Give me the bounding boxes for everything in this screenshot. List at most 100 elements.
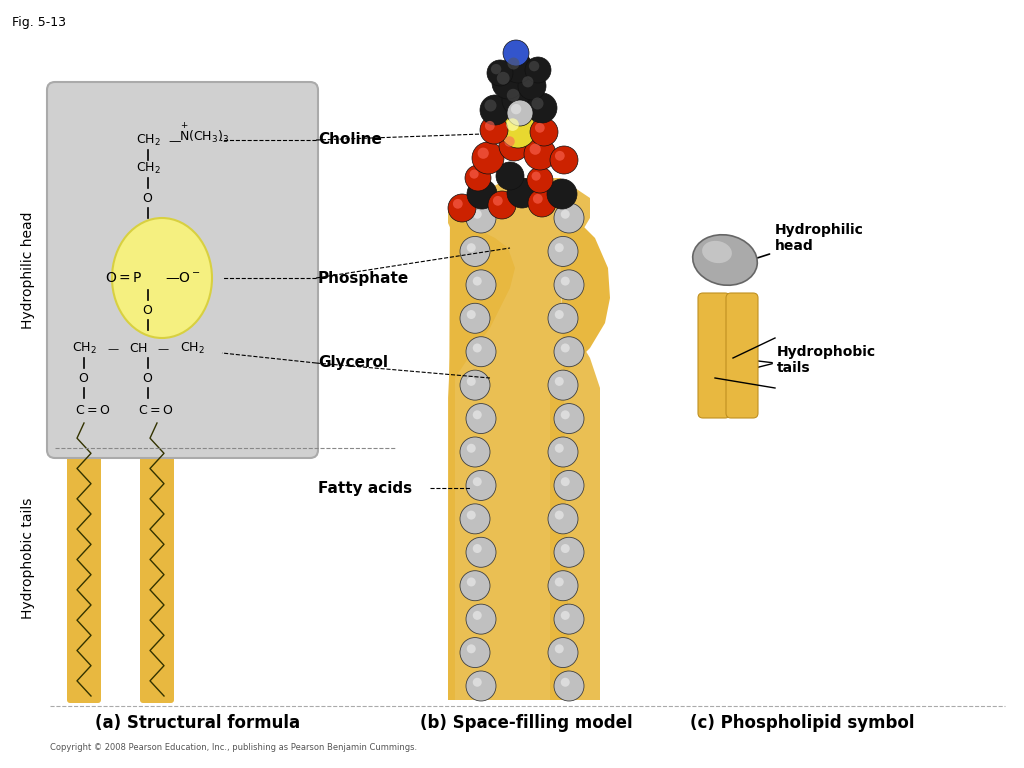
Text: (b) Space-filling model: (b) Space-filling model (420, 714, 633, 732)
Circle shape (467, 243, 476, 252)
Circle shape (561, 343, 569, 353)
Circle shape (480, 95, 510, 125)
Circle shape (555, 377, 564, 386)
Circle shape (508, 58, 519, 69)
Polygon shape (550, 213, 610, 700)
Circle shape (555, 511, 571, 527)
Circle shape (499, 131, 529, 161)
Circle shape (473, 611, 481, 620)
Text: $\mathsf{\overset{+}{N}(CH_3)_3}$: $\mathsf{\overset{+}{N}(CH_3)_3}$ (179, 121, 229, 145)
Text: (c) Phospholipid symbol: (c) Phospholipid symbol (690, 714, 914, 732)
Circle shape (507, 178, 537, 208)
Circle shape (561, 276, 578, 293)
Circle shape (460, 637, 490, 667)
Text: $\mathsf{CH}$: $\mathsf{CH}$ (129, 342, 147, 355)
Circle shape (460, 571, 490, 601)
Circle shape (561, 276, 569, 286)
Circle shape (507, 89, 519, 101)
Circle shape (473, 210, 481, 219)
Ellipse shape (692, 235, 758, 285)
Text: $—$: $—$ (157, 343, 169, 353)
Circle shape (561, 677, 569, 687)
Circle shape (555, 644, 571, 660)
Text: Fig. 5-13: Fig. 5-13 (12, 16, 66, 29)
Circle shape (473, 210, 489, 227)
Polygon shape (449, 178, 600, 700)
Circle shape (522, 76, 534, 88)
Circle shape (503, 40, 529, 66)
Circle shape (548, 437, 578, 467)
Circle shape (548, 237, 578, 266)
Text: $\mathsf{C{=}O}$: $\mathsf{C{=}O}$ (138, 403, 173, 416)
Circle shape (561, 477, 569, 486)
Circle shape (554, 471, 584, 501)
Circle shape (473, 410, 489, 427)
Circle shape (473, 677, 481, 687)
Circle shape (518, 72, 546, 100)
Text: $\mathsf{—O^-}$: $\mathsf{—O^-}$ (165, 271, 201, 285)
Circle shape (467, 644, 483, 660)
Circle shape (466, 471, 496, 501)
Circle shape (554, 604, 584, 634)
Circle shape (555, 578, 571, 594)
Circle shape (561, 410, 578, 427)
FancyBboxPatch shape (140, 417, 174, 703)
Circle shape (460, 437, 490, 467)
Text: $\mathsf{O}$: $\mathsf{O}$ (142, 303, 154, 316)
Circle shape (484, 100, 497, 111)
Circle shape (503, 53, 534, 83)
Circle shape (472, 142, 504, 174)
Circle shape (473, 343, 489, 360)
Circle shape (554, 671, 584, 701)
Circle shape (561, 343, 578, 360)
Circle shape (467, 511, 476, 520)
Text: Hydrophilic
head: Hydrophilic head (754, 223, 864, 259)
Text: $\mathsf{C{=}O}$: $\mathsf{C{=}O}$ (75, 403, 111, 416)
Text: Phosphate: Phosphate (318, 270, 410, 286)
Circle shape (477, 147, 488, 159)
Circle shape (548, 504, 578, 534)
Circle shape (467, 377, 476, 386)
Circle shape (555, 377, 571, 393)
Circle shape (554, 538, 584, 568)
Circle shape (555, 444, 571, 460)
Circle shape (460, 370, 490, 400)
Circle shape (528, 189, 556, 217)
Circle shape (550, 146, 578, 174)
FancyBboxPatch shape (698, 293, 730, 418)
Circle shape (561, 210, 578, 227)
Circle shape (555, 644, 564, 654)
Circle shape (555, 151, 564, 161)
Text: $\mathsf{CH_2}$: $\mathsf{CH_2}$ (179, 340, 205, 356)
Circle shape (555, 310, 571, 326)
Circle shape (548, 571, 578, 601)
Circle shape (473, 677, 489, 694)
Circle shape (548, 303, 578, 333)
Circle shape (466, 336, 496, 366)
Circle shape (548, 637, 578, 667)
Circle shape (561, 544, 569, 553)
Circle shape (506, 118, 519, 131)
Text: $\mathsf{CH_2}$: $\mathsf{CH_2}$ (135, 132, 161, 147)
Circle shape (467, 377, 483, 393)
Circle shape (473, 276, 481, 286)
Circle shape (460, 237, 490, 266)
Polygon shape (449, 208, 515, 700)
Text: $\mathsf{O=P}$: $\mathsf{O=P}$ (105, 271, 142, 285)
Circle shape (507, 100, 534, 126)
Text: $\mathsf{O}$: $\mathsf{O}$ (142, 372, 154, 385)
Circle shape (466, 203, 496, 233)
Text: $\mathsf{O}$: $\mathsf{O}$ (142, 191, 154, 204)
Circle shape (530, 118, 558, 146)
Circle shape (467, 578, 483, 594)
Circle shape (473, 544, 489, 561)
Circle shape (488, 191, 516, 219)
Circle shape (473, 276, 489, 293)
Circle shape (561, 477, 578, 494)
Circle shape (485, 121, 495, 131)
Circle shape (555, 444, 564, 453)
Circle shape (529, 144, 541, 155)
Circle shape (561, 410, 569, 419)
Circle shape (497, 71, 510, 84)
Circle shape (473, 477, 481, 486)
